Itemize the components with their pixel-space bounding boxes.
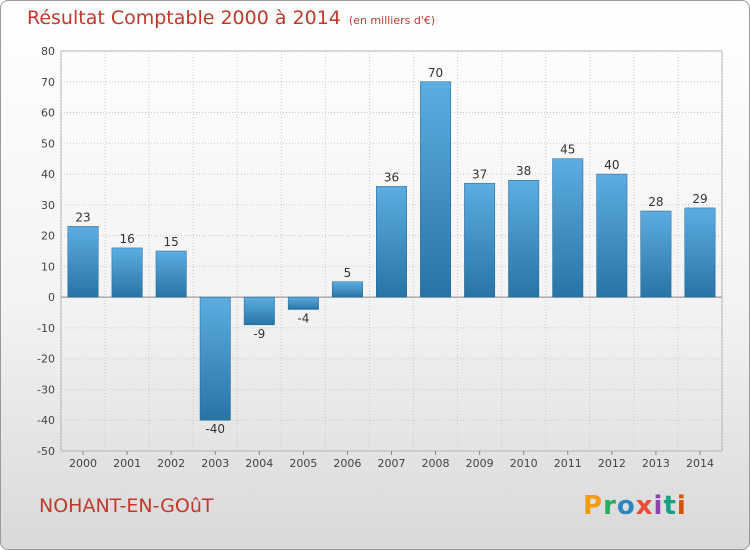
bar	[155, 250, 187, 298]
y-tick-label: -50	[37, 445, 55, 458]
bar	[243, 296, 275, 326]
proxiti-logo: Proxiti	[583, 491, 687, 521]
logo-letter: P	[583, 491, 604, 521]
x-tick-label: 2008	[422, 457, 450, 470]
y-tick-label: 50	[41, 137, 55, 150]
y-tick-label: 10	[41, 260, 55, 273]
bar-value-label: 15	[164, 235, 179, 249]
bar-value-label: 28	[648, 195, 663, 209]
logo-letter: t	[663, 491, 677, 521]
y-tick-label: 30	[41, 199, 55, 212]
x-tick-label: 2013	[642, 457, 670, 470]
bar-value-label: 70	[428, 66, 443, 80]
bar-value-label: 38	[516, 164, 531, 178]
bar	[420, 81, 452, 298]
y-tick-label: 60	[41, 107, 55, 120]
y-tick-label: 0	[48, 291, 55, 304]
y-tick-label: -10	[37, 322, 55, 335]
bar-value-label: 45	[560, 143, 575, 157]
bar-value-label: -4	[297, 311, 309, 325]
chart-title: Résultat Comptable 2000 à 2014 (en millie…	[27, 7, 435, 29]
logo-letter: o	[616, 491, 636, 521]
grid-layer	[60, 50, 723, 455]
x-tick-label: 2010	[510, 457, 538, 470]
bar	[111, 247, 143, 298]
x-tick-label: 2004	[245, 457, 273, 470]
bar	[376, 186, 407, 298]
x-tick-label: 2003	[201, 457, 229, 470]
bar	[287, 296, 319, 310]
bar-value-label: 37	[472, 167, 487, 181]
bar	[67, 226, 99, 298]
commune-name: NOHANT-EN-GOûT	[39, 495, 214, 517]
bar	[464, 183, 496, 298]
bar-value-label: 29	[692, 192, 707, 206]
logo-letter: i	[653, 491, 664, 521]
logo-letter: r	[603, 491, 617, 521]
x-tick-label: 2007	[378, 457, 406, 470]
label-layer: 80706050403020100-10-20-30-40-5023200016…	[37, 45, 714, 470]
x-tick-label: 2014	[686, 457, 714, 470]
logo-letter: x	[635, 491, 654, 521]
x-tick-label: 2001	[113, 457, 141, 470]
y-tick-label: 40	[41, 168, 55, 181]
bar-value-label: 40	[604, 158, 619, 172]
chart-subtitle: (en milliers d'€)	[348, 14, 436, 27]
bar-value-label: 16	[119, 232, 134, 246]
y-tick-label: -30	[37, 383, 55, 396]
x-tick-label: 2009	[466, 457, 494, 470]
bar	[684, 207, 716, 298]
x-tick-label: 2000	[69, 457, 97, 470]
bar	[508, 179, 540, 298]
y-tick-label: 80	[41, 45, 55, 58]
x-tick-label: 2005	[289, 457, 317, 470]
bar	[331, 281, 363, 298]
x-tick-label: 2012	[598, 457, 626, 470]
bar	[199, 296, 231, 421]
logo-letter: i	[676, 491, 687, 521]
chart-title-text: Résultat Comptable 2000 à 2014	[27, 7, 341, 29]
bar-layer	[67, 81, 716, 421]
bar-value-label: 23	[75, 210, 90, 224]
x-tick-label: 2002	[157, 457, 185, 470]
bar-value-label: 36	[384, 170, 399, 184]
bar-value-label: -40	[205, 422, 225, 436]
y-tick-label: 70	[41, 76, 55, 89]
y-tick-label: 20	[41, 230, 55, 243]
y-tick-label: -40	[37, 414, 55, 427]
bar	[596, 173, 628, 298]
bar-value-label: 5	[344, 266, 352, 280]
x-tick-label: 2006	[333, 457, 361, 470]
bar	[640, 210, 672, 298]
y-tick-label: -20	[37, 353, 55, 366]
bar-value-label: -9	[253, 327, 265, 341]
x-tick-label: 2011	[554, 457, 582, 470]
bar	[552, 158, 584, 298]
